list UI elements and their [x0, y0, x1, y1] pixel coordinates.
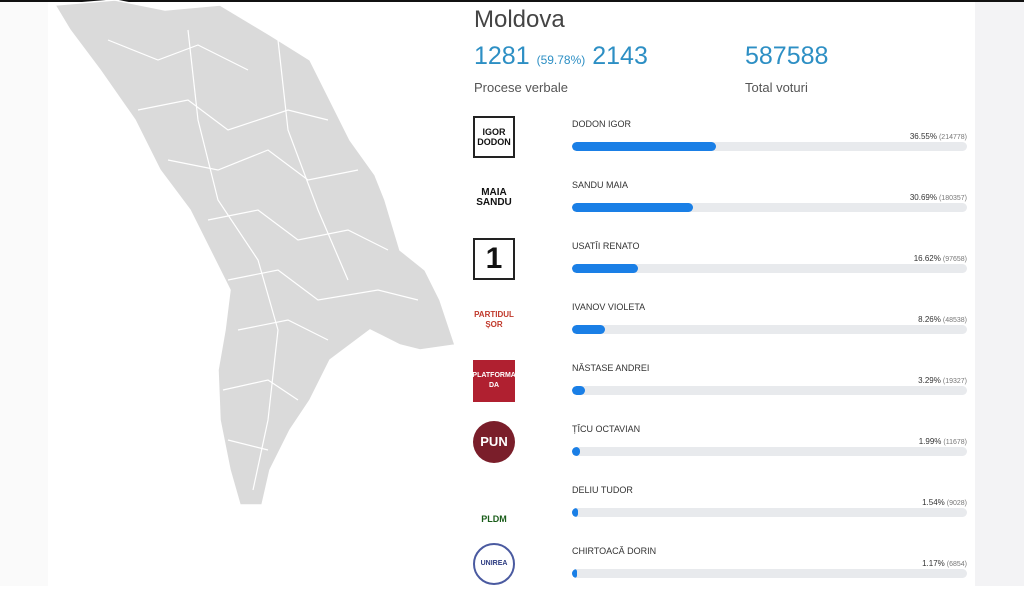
percent-label: 3.29%: [918, 376, 941, 385]
percent-label: 1.17%: [922, 559, 945, 568]
votes-label: (180357): [938, 195, 967, 202]
party-logo: MAIA SANDU: [476, 187, 512, 208]
candidate-row: IGOR DODON DODON IGOR 36.55% (214778): [473, 116, 967, 169]
votes-label: (19327): [942, 378, 967, 385]
percent-label: 30.69%: [909, 193, 937, 202]
bar-track: [572, 386, 967, 395]
votes-label: (48538): [942, 317, 967, 324]
bar-track: [572, 447, 967, 456]
percent-label: 8.26%: [918, 315, 941, 324]
votes-label: Total voturi: [745, 80, 808, 95]
candidate-result: 3.29% (19327): [918, 376, 967, 385]
candidate-name: IVANOV VIOLETA: [572, 302, 646, 312]
title: Moldova: [474, 6, 565, 33]
candidate-row: PLDM DELIU TUDOR 1.54% (9028): [473, 485, 967, 535]
candidate-name: ȚÎCU OCTAVIAN: [572, 424, 641, 434]
bar-track: [572, 142, 967, 151]
votes-label: (6854): [946, 561, 967, 568]
percent-label: 1.54%: [922, 498, 945, 507]
candidate-result: 30.69% (180357): [910, 193, 967, 202]
map: [53, 0, 456, 506]
candidate-name: DODON IGOR: [572, 119, 632, 129]
bar: [572, 569, 577, 578]
margin: [975, 0, 1024, 586]
candidate-row: UNIREA CHIRTOACĂ DORIN 1.17% (6854): [473, 543, 967, 596]
bar-track: [572, 203, 967, 212]
bar: [572, 142, 717, 151]
bar-track: [572, 264, 967, 273]
candidate-name: CHIRTOACĂ DORIN: [572, 546, 657, 556]
candidate-name: DELIU TUDOR: [572, 485, 633, 495]
counted-value: 1281: [474, 42, 530, 70]
percent-label: 36.55%: [909, 132, 937, 141]
counted-percent: (59.78%): [536, 53, 586, 67]
bar: [572, 386, 585, 395]
bar-track: [572, 325, 967, 334]
margin: [0, 0, 48, 586]
candidate-row: PARTIDUL ȘOR IVANOV VIOLETA 8.26% (48538): [473, 302, 967, 352]
candidate-row: 1 USATÎI RENATO 16.62% (97658): [473, 238, 967, 291]
border: [0, 0, 1024, 2]
candidate-result: 16.62% (97658): [914, 254, 967, 263]
party-logo: IGOR DODON: [473, 116, 515, 158]
bar: [572, 325, 605, 334]
bar: [572, 264, 638, 273]
party-logo: PARTIDUL ȘOR: [474, 310, 514, 329]
candidate-result: 1.54% (9028): [922, 498, 967, 507]
candidate-row: MAIA SANDU SANDU MAIA 30.69% (180357): [473, 180, 967, 230]
bar-track: [572, 569, 967, 578]
bar-track: [572, 508, 967, 517]
candidate-result: 1.17% (6854): [922, 559, 967, 568]
party-logo: 1: [473, 238, 515, 280]
candidate-name: NĂSTASE ANDREI: [572, 363, 650, 373]
candidate-name: SANDU MAIA: [572, 180, 629, 190]
counted-label: Procese verbale: [474, 80, 568, 95]
candidate-result: 1.99% (11678): [919, 437, 967, 446]
party-logo: PLATFORMA DA: [472, 360, 516, 402]
total-value: 2143: [592, 42, 648, 70]
candidate-name: USATÎI RENATO: [572, 241, 640, 251]
bar: [572, 203, 694, 212]
percent-label: 16.62%: [913, 254, 941, 263]
candidate-row: PLATFORMA DA NĂSTASE ANDREI 3.29% (19327): [472, 360, 967, 413]
candidate-result: 36.55% (214778): [910, 132, 967, 141]
party-logo: PUN: [473, 421, 515, 463]
votes-label: (214778): [938, 134, 967, 141]
candidate-result: 8.26% (48538): [918, 315, 967, 324]
candidate-row: PUN ȚÎCU OCTAVIAN 1.99% (11678): [473, 421, 967, 474]
percent-label: 1.99%: [918, 437, 942, 446]
party-logo: UNIREA: [473, 543, 515, 585]
bar: [572, 447, 580, 456]
votes: 587588: [745, 42, 829, 70]
votes-label: (9028): [946, 500, 967, 507]
party-logo: PLDM: [481, 514, 507, 524]
votes-label: (11678): [943, 439, 967, 446]
votes-label: (97658): [942, 256, 967, 263]
counted: 1281 (59.78%) 2143: [474, 42, 648, 71]
bar: [572, 508, 579, 517]
